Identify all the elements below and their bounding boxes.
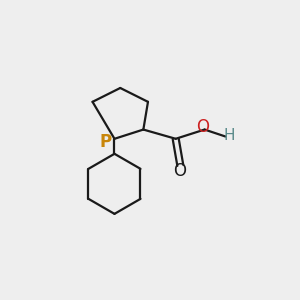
Text: O: O <box>173 162 186 180</box>
Text: O: O <box>196 118 209 136</box>
Text: P: P <box>100 133 112 151</box>
Text: H: H <box>223 128 235 143</box>
